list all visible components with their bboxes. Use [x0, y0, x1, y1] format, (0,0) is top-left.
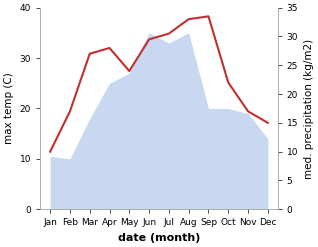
- X-axis label: date (month): date (month): [118, 233, 200, 243]
- Y-axis label: med. precipitation (kg/m2): med. precipitation (kg/m2): [304, 38, 314, 179]
- Y-axis label: max temp (C): max temp (C): [4, 73, 14, 144]
